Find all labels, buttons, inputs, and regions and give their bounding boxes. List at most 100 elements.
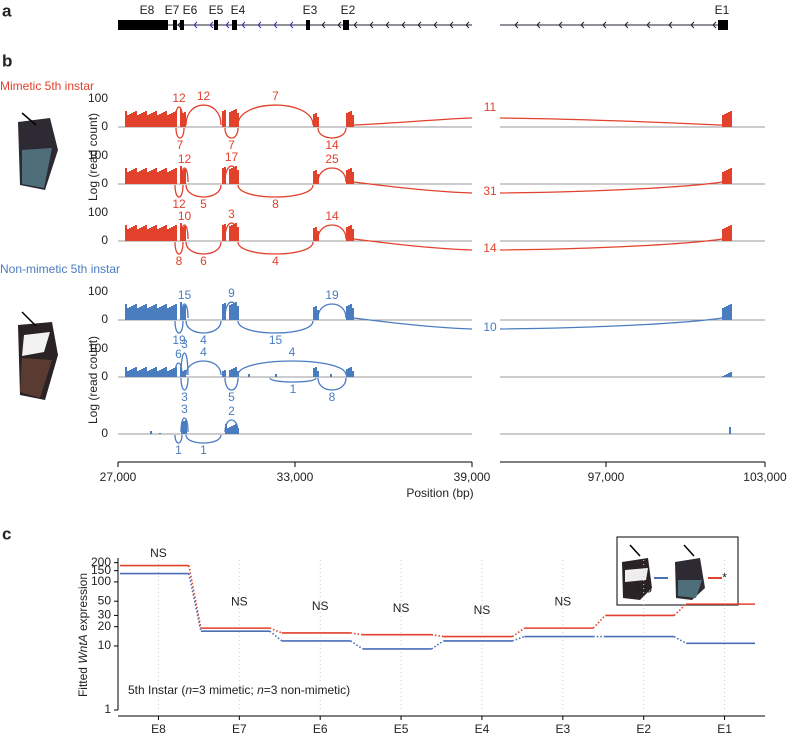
coverage xyxy=(150,431,152,434)
strand-arrow xyxy=(353,21,358,29)
coverage xyxy=(175,304,177,320)
coverage xyxy=(153,305,155,320)
coverage xyxy=(161,227,163,241)
junction-arc xyxy=(180,377,189,391)
coverage xyxy=(315,170,317,184)
coverage xyxy=(165,304,167,320)
junction-arc xyxy=(317,167,347,183)
step-connector xyxy=(350,640,364,650)
coverage xyxy=(161,369,163,377)
arrow xyxy=(21,311,37,327)
junction-arc xyxy=(224,127,239,139)
coverage xyxy=(730,372,732,377)
junction-arc xyxy=(269,377,317,383)
coverage xyxy=(348,226,350,241)
coverage xyxy=(313,114,315,127)
junction-count: 4 xyxy=(272,254,279,268)
junction-arc xyxy=(224,301,239,319)
coverage xyxy=(173,169,175,184)
step-connector xyxy=(188,573,202,632)
coverage xyxy=(125,367,127,377)
junction-arc xyxy=(180,167,189,183)
coverage xyxy=(139,228,141,241)
junction-arc xyxy=(180,417,189,433)
step-connector xyxy=(431,633,444,638)
junction-arc xyxy=(237,104,314,126)
coverage xyxy=(722,229,724,241)
coverage xyxy=(229,112,231,127)
strand-arrow xyxy=(558,21,563,29)
coverage xyxy=(184,370,186,377)
coverage xyxy=(147,115,149,127)
junction-count: 19 xyxy=(325,288,339,302)
junction-count: 15 xyxy=(269,333,283,347)
junction-arc xyxy=(185,241,222,255)
coverage xyxy=(315,306,317,320)
junction-count: 14 xyxy=(325,209,339,223)
step-connector xyxy=(673,603,687,616)
coverage xyxy=(125,225,127,241)
strand-arrow xyxy=(624,21,629,29)
significance-label: NS xyxy=(474,603,491,617)
strand-arrow xyxy=(602,21,607,29)
coverage xyxy=(151,227,153,241)
group-label: Mimetic 5th instar xyxy=(0,79,94,93)
y-axis-title-part: Fitted xyxy=(76,664,90,697)
x-tick-label: E7 xyxy=(232,722,247,733)
x-tick-label: E3 xyxy=(555,722,570,733)
junction-arc xyxy=(180,303,189,319)
junction-arc xyxy=(185,360,222,376)
coverage xyxy=(352,229,354,241)
x-tick-label: E8 xyxy=(151,722,166,733)
junction-count: 7 xyxy=(272,89,279,103)
coverage xyxy=(233,110,235,127)
junction-arc xyxy=(499,238,723,251)
junction-count: 12 xyxy=(178,152,192,166)
junction-arc xyxy=(499,117,723,126)
coverage xyxy=(155,367,157,377)
coverage xyxy=(149,370,151,377)
coverage xyxy=(229,226,231,241)
junction-count: 8 xyxy=(176,254,183,268)
coverage xyxy=(171,306,173,320)
coverage xyxy=(147,172,149,184)
coverage xyxy=(348,368,350,377)
exon xyxy=(343,20,349,30)
coverage xyxy=(175,367,177,377)
exon-label: E4 xyxy=(231,3,246,17)
coverage xyxy=(129,307,131,320)
coverage xyxy=(722,376,724,377)
exon-label: E3 xyxy=(303,3,318,17)
junction-arc xyxy=(185,184,222,198)
strand-arrow xyxy=(241,21,246,29)
junction-arc xyxy=(175,127,185,139)
coverage xyxy=(153,169,155,184)
coverage xyxy=(151,170,153,184)
coverage xyxy=(159,433,161,434)
coverage xyxy=(350,304,352,320)
coverage xyxy=(313,307,315,320)
coverage xyxy=(143,305,145,320)
junction-arc xyxy=(237,320,314,334)
coverage xyxy=(171,369,173,377)
strand-arrow xyxy=(257,21,262,29)
coverage xyxy=(149,228,151,241)
coverage xyxy=(167,115,169,127)
coverage xyxy=(135,367,137,377)
coverage xyxy=(231,111,233,127)
junction-count: 17 xyxy=(225,150,239,164)
coverage xyxy=(350,168,352,184)
coverage xyxy=(313,368,315,377)
coverage xyxy=(147,308,149,320)
coverage xyxy=(135,168,137,184)
coverage xyxy=(229,370,231,377)
butterfly-nonmimetic xyxy=(18,311,58,400)
junction-arc xyxy=(353,117,473,126)
coverage xyxy=(171,170,173,184)
coverage xyxy=(724,228,726,241)
coverage xyxy=(169,171,171,184)
footnote-part: n xyxy=(185,683,192,697)
coverage xyxy=(315,367,317,377)
coverage xyxy=(726,374,728,377)
